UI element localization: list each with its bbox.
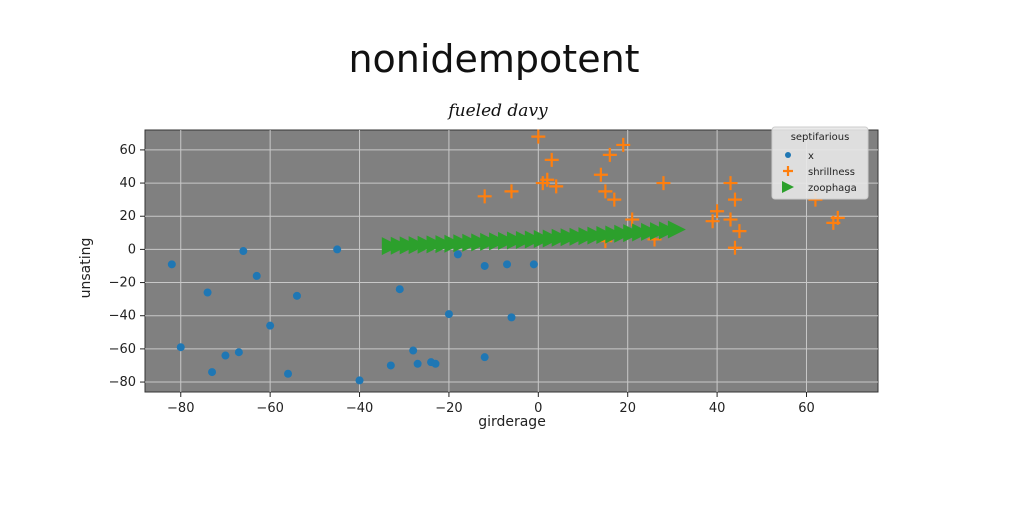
series-1-point xyxy=(656,176,671,191)
series-0-point xyxy=(221,351,230,360)
series-1-point xyxy=(549,179,564,194)
legend-box xyxy=(771,126,869,200)
series-1-point xyxy=(723,176,738,191)
series-0-point xyxy=(444,310,453,319)
series-0-point xyxy=(333,245,342,254)
legend-entry-2: zoophaga xyxy=(808,183,857,194)
series-1-point xyxy=(732,224,747,239)
x-tick-label: 60 xyxy=(798,401,815,416)
series-1-point xyxy=(540,172,555,187)
x-tick-label: −60 xyxy=(256,401,283,416)
series-0-point xyxy=(203,288,212,297)
series-0-point xyxy=(266,321,275,330)
series-1-point xyxy=(598,184,613,199)
plot-background xyxy=(144,129,879,393)
series-1-point xyxy=(504,184,519,199)
legend-marker-1 xyxy=(783,166,793,176)
y-axis-label: unsating xyxy=(78,238,94,299)
series-1-point xyxy=(727,240,742,255)
x-tick-label: 40 xyxy=(709,401,726,416)
legend-entry-0: x xyxy=(808,151,814,162)
chart-subtitle: fueled davy xyxy=(446,101,548,121)
x-tick-label: 20 xyxy=(619,401,636,416)
series-0-point xyxy=(480,261,489,270)
y-tick-label: −60 xyxy=(109,342,136,357)
series-0-point xyxy=(292,291,301,300)
series-0-point xyxy=(453,250,462,259)
series-0-point xyxy=(529,260,538,269)
series-1-point xyxy=(602,147,617,162)
series-0-point xyxy=(503,260,512,269)
series-0-point xyxy=(480,353,489,362)
legend-marker-0 xyxy=(785,152,791,158)
y-tick-label: −80 xyxy=(109,375,136,390)
series-1-point xyxy=(593,167,608,182)
x-tick-label: 0 xyxy=(534,401,542,416)
legend-title: septifarious xyxy=(791,132,850,143)
series-0-point xyxy=(234,348,243,357)
series-0-point xyxy=(395,285,404,294)
x-tick-label: −40 xyxy=(346,401,373,416)
series-0-point xyxy=(355,376,364,385)
x-tick-label: −80 xyxy=(167,401,194,416)
series-0-point xyxy=(239,247,248,256)
series-1-point xyxy=(544,152,559,167)
y-tick-label: 40 xyxy=(119,176,136,191)
legend-marker-2 xyxy=(782,181,794,193)
series-1-point xyxy=(477,189,492,204)
series-0-point xyxy=(431,359,440,368)
series-1-point xyxy=(710,204,725,219)
y-tick-label: −20 xyxy=(109,276,136,291)
series-0-point xyxy=(386,361,395,370)
x-tick-label: −20 xyxy=(435,401,462,416)
y-tick-label: 60 xyxy=(119,143,136,158)
series-1-point xyxy=(727,192,742,207)
series-0-point xyxy=(413,359,422,368)
legend-entry-1: shrillness xyxy=(808,167,855,178)
series-0-point xyxy=(252,271,261,280)
chart-title: nonidempotent xyxy=(348,37,639,81)
series-0-point xyxy=(507,313,516,322)
series-0-point xyxy=(167,260,176,269)
series-1-point xyxy=(531,129,546,144)
plot-area: −80 −60 −40 −20 0 20 40 60 −80 −60 −40 −20 0 20 40 60 xyxy=(109,129,879,416)
legend: septifarious x shrillness zoophaga xyxy=(771,126,869,200)
series-0-point xyxy=(284,369,293,378)
series-1-point xyxy=(607,192,622,207)
series-0-point xyxy=(409,346,418,355)
y-tick-label: 0 xyxy=(128,242,136,257)
x-axis-label: girderage xyxy=(478,414,546,430)
series-0-point xyxy=(176,343,185,352)
series-1-point xyxy=(830,210,845,225)
series-2-point xyxy=(667,220,686,239)
series-0-point xyxy=(208,368,217,377)
series-1-point xyxy=(616,137,631,152)
series-1-point xyxy=(723,212,738,227)
y-tick-label: −40 xyxy=(109,309,136,324)
series-1-point xyxy=(705,214,720,229)
y-tick-label: 20 xyxy=(119,209,136,224)
